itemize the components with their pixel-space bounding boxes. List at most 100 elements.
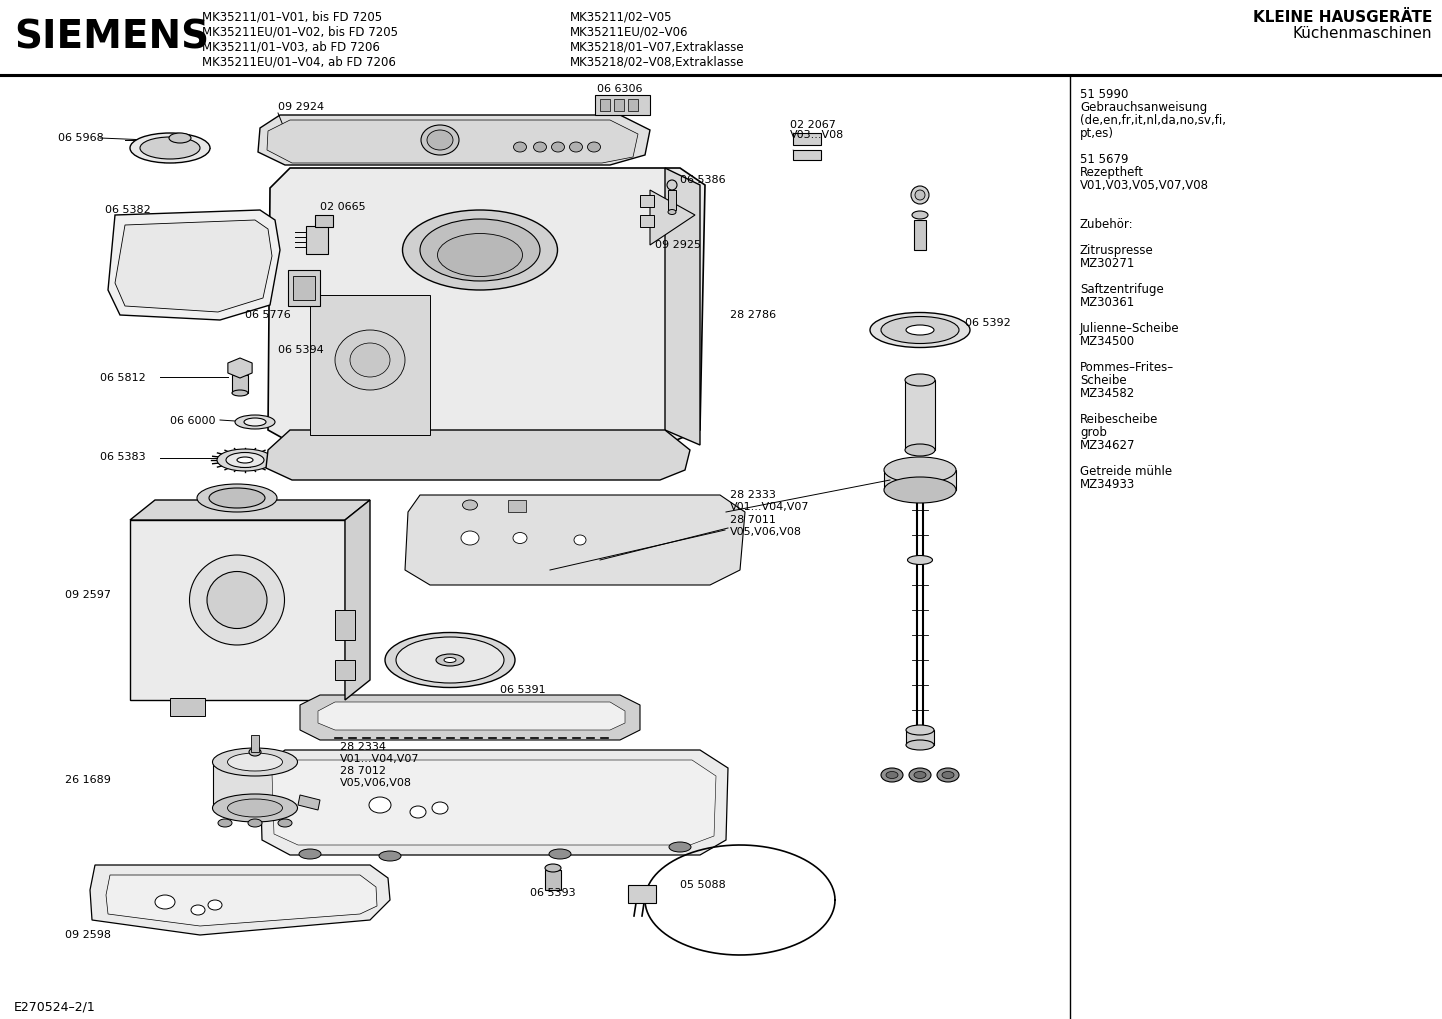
Text: MZ30271: MZ30271 (1080, 257, 1135, 270)
Polygon shape (273, 760, 717, 845)
Bar (629, 99, 637, 111)
Ellipse shape (906, 725, 934, 735)
Ellipse shape (236, 457, 252, 463)
Polygon shape (906, 380, 934, 450)
Ellipse shape (444, 657, 456, 662)
Ellipse shape (551, 142, 564, 152)
Ellipse shape (216, 449, 273, 471)
Ellipse shape (208, 900, 222, 910)
Polygon shape (89, 865, 389, 935)
Text: 06 6000: 06 6000 (170, 416, 215, 426)
Bar (232, 375, 248, 393)
Text: 06 5391: 06 5391 (500, 685, 545, 695)
Text: MZ34582: MZ34582 (1080, 387, 1135, 400)
Ellipse shape (587, 142, 600, 152)
Text: 06 5812: 06 5812 (99, 373, 146, 383)
Ellipse shape (350, 343, 389, 377)
Ellipse shape (154, 895, 174, 909)
Ellipse shape (668, 180, 676, 190)
Ellipse shape (881, 768, 903, 782)
Ellipse shape (534, 142, 547, 152)
Ellipse shape (402, 210, 558, 290)
Ellipse shape (235, 415, 275, 429)
Ellipse shape (884, 477, 956, 503)
Ellipse shape (545, 864, 561, 872)
Bar (170, 698, 205, 716)
Ellipse shape (906, 374, 934, 386)
Ellipse shape (433, 802, 448, 814)
Bar (545, 870, 561, 890)
Bar (293, 276, 314, 300)
Bar (640, 215, 655, 227)
Text: 51 5990: 51 5990 (1080, 88, 1129, 101)
Ellipse shape (884, 457, 956, 483)
Text: KLEINE HAUSGERÄTE: KLEINE HAUSGERÄTE (1253, 10, 1432, 25)
Text: 28 2333: 28 2333 (730, 490, 776, 500)
Ellipse shape (911, 211, 929, 219)
Text: Pommes–Frites–: Pommes–Frites– (1080, 361, 1174, 374)
Bar (251, 735, 260, 752)
Text: 09 2598: 09 2598 (65, 930, 111, 940)
Bar (640, 195, 655, 207)
Ellipse shape (212, 794, 297, 822)
Text: 05 5088: 05 5088 (681, 880, 725, 890)
Text: Küchenmaschinen: Küchenmaschinen (1292, 26, 1432, 41)
Ellipse shape (937, 768, 959, 782)
Polygon shape (650, 190, 695, 245)
Polygon shape (300, 695, 640, 740)
Ellipse shape (574, 535, 585, 545)
Text: 06 5383: 06 5383 (99, 452, 146, 462)
Ellipse shape (461, 531, 479, 545)
Ellipse shape (208, 572, 267, 629)
Polygon shape (345, 500, 371, 700)
Bar (668, 190, 676, 210)
Polygon shape (906, 730, 934, 745)
Text: 06 5386: 06 5386 (681, 175, 725, 185)
Text: V05,V06,V08: V05,V06,V08 (730, 527, 802, 537)
Polygon shape (319, 702, 624, 730)
Ellipse shape (189, 555, 284, 645)
Text: 28 7012: 28 7012 (340, 766, 386, 776)
Ellipse shape (209, 488, 265, 508)
Ellipse shape (249, 748, 261, 756)
Ellipse shape (232, 390, 248, 396)
Ellipse shape (907, 555, 933, 565)
Ellipse shape (513, 142, 526, 152)
Text: 28 2786: 28 2786 (730, 310, 776, 320)
Polygon shape (258, 115, 650, 165)
Text: V01,V03,V05,V07,V08: V01,V03,V05,V07,V08 (1080, 179, 1208, 192)
Text: V01...V04,V07: V01...V04,V07 (730, 502, 809, 512)
Ellipse shape (298, 849, 322, 859)
Text: 28 2334: 28 2334 (340, 742, 386, 752)
Ellipse shape (335, 330, 405, 390)
Text: 09 2924: 09 2924 (278, 102, 324, 112)
Bar (288, 270, 320, 306)
Text: Zubehör:: Zubehör: (1080, 218, 1133, 231)
Polygon shape (260, 750, 728, 855)
Text: 06 5394: 06 5394 (278, 345, 324, 355)
Text: 06 5968: 06 5968 (58, 133, 104, 143)
Ellipse shape (410, 806, 425, 818)
Bar (600, 99, 610, 111)
Ellipse shape (437, 233, 522, 276)
Ellipse shape (911, 186, 929, 204)
Bar (793, 150, 820, 160)
Polygon shape (405, 495, 746, 585)
Ellipse shape (668, 210, 676, 215)
Ellipse shape (198, 484, 277, 512)
Ellipse shape (228, 753, 283, 771)
Bar (629, 884, 656, 903)
Polygon shape (108, 210, 280, 320)
Ellipse shape (228, 799, 283, 817)
Polygon shape (265, 430, 691, 480)
Ellipse shape (248, 819, 262, 827)
Ellipse shape (169, 133, 190, 143)
Ellipse shape (906, 325, 934, 335)
Bar (793, 133, 820, 145)
Ellipse shape (140, 137, 200, 159)
Polygon shape (665, 168, 699, 445)
Text: pt,es): pt,es) (1080, 127, 1115, 140)
Bar (306, 226, 327, 254)
Ellipse shape (463, 500, 477, 510)
Ellipse shape (212, 748, 297, 776)
